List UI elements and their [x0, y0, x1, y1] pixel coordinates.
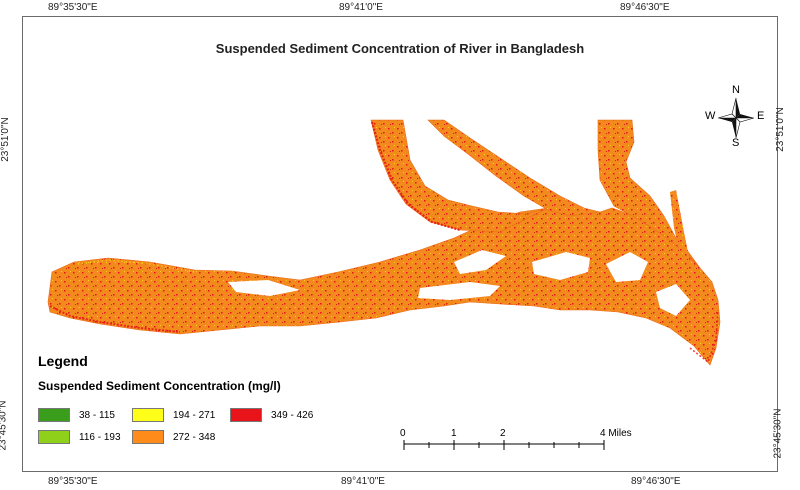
coord-top-2: 89°41'0"E	[339, 2, 383, 13]
high-concentration-edge	[49, 305, 181, 333]
scale-bar	[403, 440, 605, 450]
legend-label: 38 - 115	[79, 409, 115, 421]
compass-s-label: S	[732, 137, 740, 149]
high-concentration-edge	[689, 309, 719, 364]
legend-item-38-115: 38 - 115	[38, 408, 115, 422]
legend-item-194-271: 194 - 271	[132, 408, 215, 422]
sandbar	[532, 252, 590, 280]
river-north-branch	[370, 119, 549, 233]
legend-title: Legend	[38, 353, 88, 369]
coord-top-1: 89°35'30"E	[48, 2, 98, 13]
compass-w-label: W	[705, 110, 716, 122]
sandbar	[418, 282, 500, 300]
coord-top-3: 89°46'30"E	[620, 2, 670, 13]
legend-label: 272 - 348	[173, 431, 216, 443]
coord-bottom-3: 89°46'30"E	[631, 476, 681, 487]
legend-item-272-348: 272 - 348	[132, 430, 215, 444]
scale-label-4-miles: 4 Miles	[600, 428, 632, 439]
legend-swatch	[132, 408, 164, 422]
sandbar	[606, 252, 648, 282]
river-east-stub	[670, 190, 690, 262]
sandbar	[228, 280, 300, 296]
river-central-branch	[427, 119, 601, 217]
scale-label-0: 0	[400, 428, 406, 439]
compass-n-label: N	[732, 84, 740, 96]
legend-swatch	[38, 408, 70, 422]
compass-e-label: E	[757, 110, 765, 122]
map-title: Suspended Sediment Concentration of Rive…	[215, 41, 585, 56]
legend-label: 194 - 271	[173, 409, 216, 421]
legend-subtitle: Suspended Sediment Concentration (mg/l)	[38, 379, 281, 393]
scale-label-1: 1	[451, 428, 457, 439]
river-main-channel	[47, 207, 721, 366]
coord-bottom-1: 89°35'30"E	[48, 476, 98, 487]
legend-label: 349 - 426	[271, 409, 314, 421]
north-arrow	[717, 97, 755, 139]
legend-item-349-426: 349 - 426	[230, 408, 313, 422]
legend-swatch	[230, 408, 262, 422]
legend-item-116-193: 116 - 193	[38, 430, 121, 444]
coord-bottom-2: 89°41'0"E	[341, 476, 385, 487]
legend-swatch	[38, 430, 70, 444]
scale-label-2: 2	[500, 428, 506, 439]
sandbar	[454, 250, 506, 274]
sandbar	[656, 284, 690, 316]
legend-label: 116 - 193	[79, 431, 121, 443]
legend-swatch	[132, 430, 164, 444]
